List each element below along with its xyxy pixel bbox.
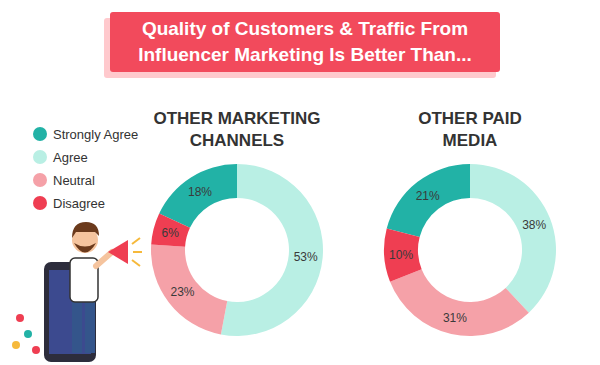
legend-swatch [33,173,47,187]
legend-label: Disagree [53,196,105,211]
slice [390,269,529,336]
icon-dot [12,341,20,349]
banner [110,12,500,72]
slice [151,245,227,335]
data-label: 18% [188,185,212,199]
arm [96,252,112,266]
slice [387,164,470,237]
legend-swatch [33,196,47,210]
slice [384,229,422,282]
legend: Strongly Agree Agree Neutral Disagree [33,127,138,211]
slice [221,164,323,336]
slice [151,213,190,246]
data-label: 10% [389,248,413,262]
legend-label: Neutral [53,173,95,188]
data-label: 23% [170,285,194,299]
data-label: 31% [443,311,467,325]
icon-dot [32,346,40,354]
data-label: 6% [161,226,179,240]
chart-title: OTHER PAID MEDIA [410,108,530,152]
hair [72,222,99,238]
data-label: 38% [522,218,546,232]
page: 18% 53% 23% 6% Strongly Agree Agree Neutral Dis… [0,0,600,365]
leg [85,298,95,353]
data-label: 21% [416,189,440,203]
icon-dot [24,330,32,338]
donut: 21% 38% 31% 10% [384,164,556,336]
legend-item: Disagree [33,196,105,211]
legend-swatch [33,127,47,141]
slice [470,164,556,313]
legend-label: Agree [53,150,88,165]
megaphone [108,240,128,264]
chart-title: OTHER MARKETING CHANNELS [137,108,337,152]
icon-dot [16,314,24,322]
legend-swatch [33,150,47,164]
leg [72,298,82,353]
illustration [12,222,142,362]
sound-lines [132,238,142,266]
slice [159,164,237,228]
legend-item: Agree [33,150,88,165]
data-label: 53% [294,250,318,264]
beard [74,243,96,253]
title: Quality of Customers & Traffic From Infl… [110,16,500,68]
legend-item: Neutral [33,173,95,188]
legend-item: Strongly Agree [33,127,138,142]
donut: 18% 53% 23% 6% [151,164,323,336]
legend-label: Strongly Agree [53,127,138,142]
